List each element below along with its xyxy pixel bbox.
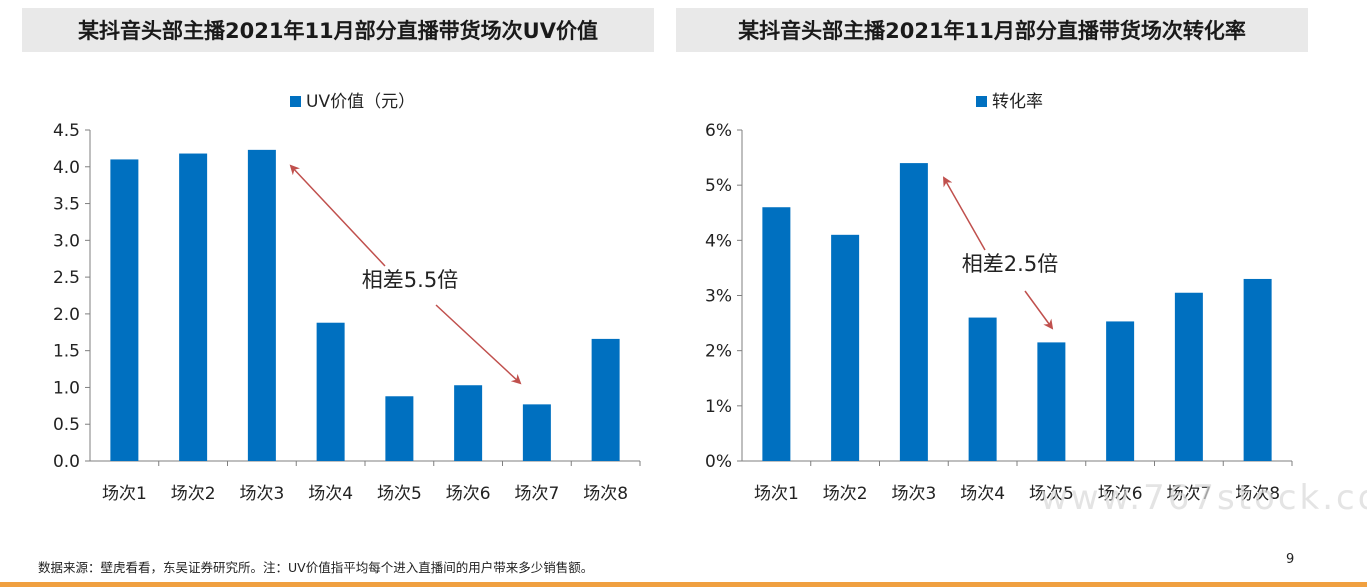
bar-场次8 — [1243, 278, 1272, 461]
y-tick-label: 4% — [705, 231, 732, 251]
x-tick-label: 场次2 — [171, 484, 216, 504]
bar-场次7 — [522, 404, 551, 461]
y-tick-label: 6% — [705, 121, 732, 141]
bar-场次3 — [899, 163, 928, 461]
y-tick-label: 3% — [705, 287, 732, 307]
legend-label: 转化率 — [992, 92, 1043, 112]
y-tick-label: 5% — [705, 176, 732, 196]
y-tick-label: 3.0 — [53, 231, 80, 251]
x-tick-label: 场次2 — [823, 484, 868, 504]
x-tick-label: 场次4 — [960, 484, 1005, 504]
annotation-arrow-down — [1024, 290, 1054, 330]
x-tick-label: 场次6 — [446, 484, 491, 504]
bar-场次5 — [1037, 342, 1066, 461]
y-tick-label: 3.5 — [53, 195, 80, 215]
bar-场次8 — [591, 338, 620, 461]
x-tick-label: 场次5 — [377, 484, 422, 504]
watermark: www.767stock.com — [1040, 478, 1367, 518]
y-tick-label: 0% — [705, 452, 732, 472]
x-tick-label: 场次3 — [239, 484, 284, 504]
y-tick-label: 1% — [705, 397, 732, 417]
bar-场次6 — [454, 385, 483, 461]
x-tick-label: 场次3 — [891, 484, 936, 504]
annotation-label: 相差5.5倍 — [362, 268, 458, 292]
annotation-label: 相差2.5倍 — [962, 252, 1058, 276]
x-tick-label: 场次8 — [583, 484, 628, 504]
bar-场次5 — [385, 396, 414, 461]
conversion-rate-chart: 0% 1% 2% 3% 4% 5% 6% 场次1 场次2 场次3 场次4 场次5 场次6 场次7 场次8 转化… — [705, 92, 1293, 504]
chart2-title: 某抖音头部主播2021年11月部分直播带货场次转化率 — [676, 8, 1308, 52]
y-tick-label: 1.0 — [53, 378, 80, 398]
y-tick-label: 2.5 — [53, 268, 80, 288]
x-tick-label: 场次6 — [1098, 484, 1143, 504]
x-tick-label: 场次1 — [754, 484, 799, 504]
bar-场次2 — [831, 234, 860, 461]
bar-场次1 — [762, 207, 791, 461]
bar-场次6 — [1106, 321, 1135, 461]
page-number: 9 — [1286, 552, 1295, 567]
footnote: 数据来源：壁虎看看，东吴证券研究所。注：UV价值指平均每个进入直播间的用户带来多… — [38, 560, 594, 575]
x-tick-label: 场次4 — [308, 484, 353, 504]
bar-场次4 — [316, 322, 345, 461]
x-tick-label: 场次7 — [1166, 484, 1211, 504]
bar-场次3 — [247, 149, 276, 462]
y-tick-label: 2.0 — [53, 305, 80, 325]
y-tick-label: 4.5 — [53, 121, 80, 141]
annotation-arrow-down — [435, 304, 522, 385]
x-tick-label: 场次1 — [102, 484, 147, 504]
legend-label: UV价值（元） — [306, 92, 415, 112]
bar-场次4 — [968, 317, 997, 461]
y-tick-label: 0.0 — [53, 452, 80, 472]
y-tick-label: 1.5 — [53, 342, 80, 362]
legend-swatch — [290, 96, 301, 107]
annotation-arrow-up — [289, 164, 386, 267]
y-tick-label: 4.0 — [53, 158, 80, 178]
x-tick-label: 场次5 — [1029, 484, 1074, 504]
bar-场次2 — [179, 153, 208, 461]
y-tick-label: 0.5 — [53, 415, 80, 435]
bar-场次1 — [110, 159, 139, 461]
annotation-arrow-up — [943, 176, 986, 251]
uv-value-chart: 0.0 0.5 1.0 1.5 2.0 2.5 3.0 3.5 4.0 4.5 场次1 场次2 场次3 场… — [53, 92, 641, 504]
x-tick-label: 场次8 — [1235, 484, 1280, 504]
chart1-title: 某抖音头部主播2021年11月部分直播带货场次UV价值 — [22, 8, 654, 52]
y-tick-label: 2% — [705, 342, 732, 362]
x-tick-label: 场次7 — [514, 484, 559, 504]
bottom-accent-line — [0, 582, 1367, 587]
legend-swatch — [976, 96, 987, 107]
bar-场次7 — [1174, 292, 1203, 461]
